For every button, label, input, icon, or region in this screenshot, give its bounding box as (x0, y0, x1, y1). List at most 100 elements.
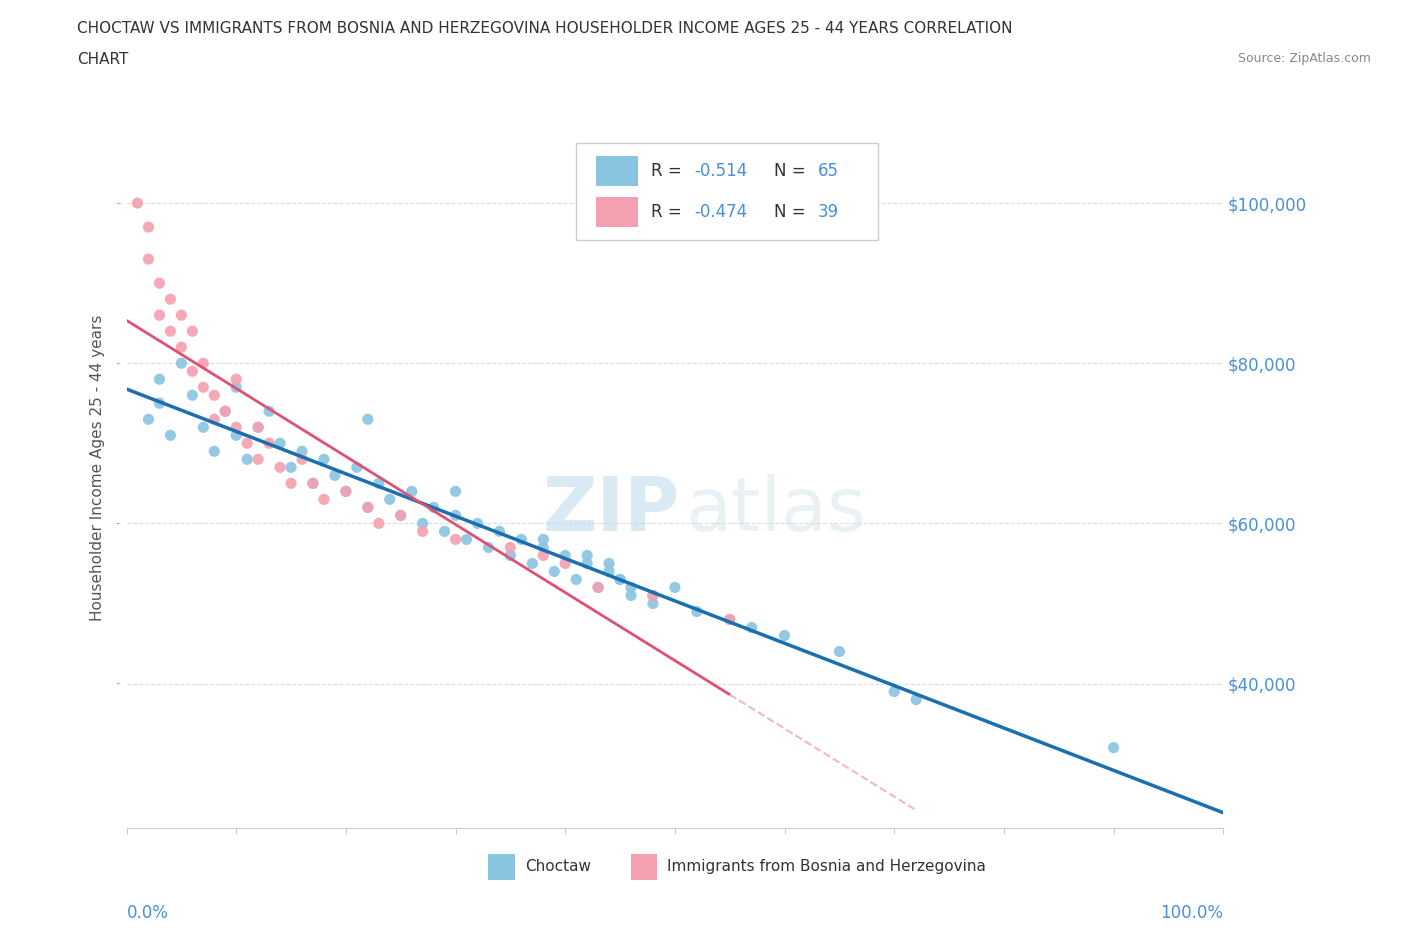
Point (641, 588, 664, 603)
Text: R =: R = (651, 162, 686, 179)
Point (389, 508, 412, 523)
Point (401, 484, 423, 498)
Point (335, 484, 357, 498)
Point (641, 596, 664, 611)
Point (236, 436, 259, 451)
Point (576, 548, 599, 563)
Point (269, 436, 291, 451)
Point (499, 540, 522, 555)
Point (127, 195, 149, 210)
Text: R =: R = (651, 204, 686, 221)
Point (302, 476, 325, 491)
Point (1102, 740, 1125, 755)
Point (773, 628, 796, 643)
Text: CHOCTAW VS IMMIGRANTS FROM BOSNIA AND HERZEGOVINA HOUSEHOLDER INCOME AGES 25 - 4: CHOCTAW VS IMMIGRANTS FROM BOSNIA AND HE… (77, 21, 1012, 36)
Text: -0.474: -0.474 (695, 204, 748, 221)
Point (357, 412, 380, 427)
Point (159, 324, 181, 339)
Point (302, 476, 325, 491)
Point (159, 428, 181, 443)
Point (225, 419, 247, 434)
Point (170, 339, 193, 354)
Point (257, 404, 280, 418)
Text: N =: N = (773, 162, 810, 179)
Point (291, 444, 314, 458)
Point (422, 500, 444, 515)
Point (214, 404, 236, 418)
Point (312, 492, 335, 507)
Point (202, 444, 225, 458)
Point (247, 419, 270, 434)
Point (531, 532, 554, 547)
FancyBboxPatch shape (576, 143, 877, 240)
Point (412, 524, 434, 538)
Point (828, 644, 851, 659)
Point (598, 556, 620, 571)
Point (148, 275, 170, 290)
Point (531, 540, 554, 555)
Point (905, 692, 928, 707)
Point (718, 612, 741, 627)
Point (522, 556, 544, 571)
Point (181, 324, 204, 339)
Bar (488, 854, 515, 880)
Point (456, 532, 478, 547)
Point (367, 516, 389, 531)
Point (323, 468, 346, 483)
Point (346, 460, 368, 475)
Point (202, 412, 225, 427)
Point (247, 419, 270, 434)
Point (280, 460, 302, 475)
Point (291, 452, 314, 467)
Text: ZIP: ZIP (543, 474, 681, 547)
Text: 0.0%: 0.0% (127, 904, 169, 922)
Text: Choctaw: Choctaw (524, 859, 591, 874)
Point (247, 452, 270, 467)
Bar (596, 156, 637, 186)
Point (664, 580, 686, 595)
Point (357, 500, 380, 515)
Point (598, 564, 620, 578)
Point (609, 572, 631, 587)
Point (170, 356, 193, 371)
Bar (596, 197, 637, 228)
Point (499, 548, 522, 563)
Point (138, 252, 160, 267)
Text: CHART: CHART (77, 52, 129, 67)
Point (531, 548, 554, 563)
Point (225, 372, 247, 387)
Point (138, 412, 160, 427)
Point (467, 516, 489, 531)
Point (477, 540, 499, 555)
Point (138, 219, 160, 234)
Point (389, 508, 412, 523)
Point (159, 292, 181, 307)
Point (225, 428, 247, 443)
Point (170, 308, 193, 323)
Point (335, 484, 357, 498)
Point (686, 604, 709, 619)
Point (193, 419, 215, 434)
Point (280, 476, 302, 491)
Point (554, 548, 576, 563)
Point (148, 372, 170, 387)
Point (576, 556, 599, 571)
Point (214, 404, 236, 418)
Point (312, 452, 335, 467)
Point (641, 588, 664, 603)
Point (269, 460, 291, 475)
Point (543, 564, 565, 578)
Bar (631, 854, 658, 880)
Point (202, 388, 225, 403)
Y-axis label: Householder Income Ages 25 - 44 years: Householder Income Ages 25 - 44 years (90, 314, 105, 620)
Point (883, 684, 905, 699)
Point (433, 524, 456, 538)
Point (510, 532, 533, 547)
Point (181, 364, 204, 379)
Point (412, 516, 434, 531)
Point (586, 580, 609, 595)
Point (378, 492, 401, 507)
Text: -0.514: -0.514 (695, 162, 748, 179)
Point (257, 436, 280, 451)
Point (620, 580, 643, 595)
